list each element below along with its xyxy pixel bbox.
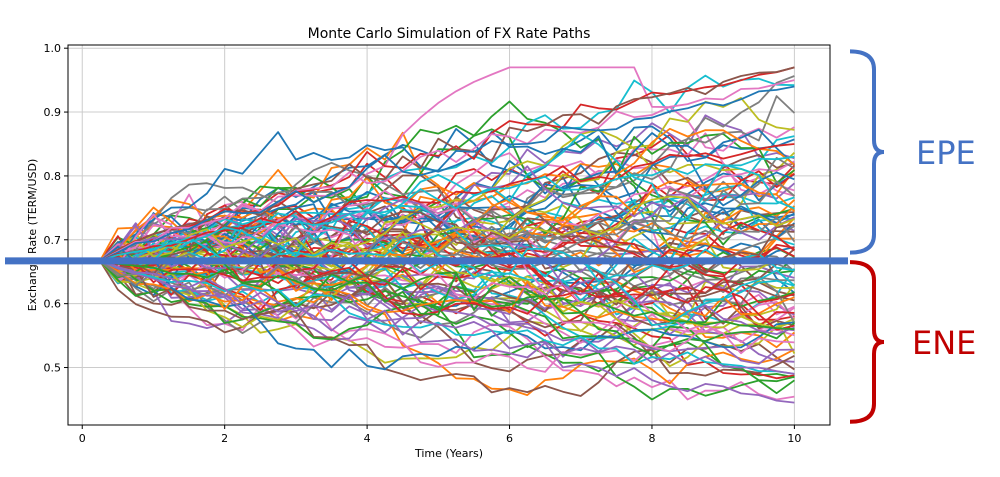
epe-brace [849,49,885,255]
simulation-path [99,247,795,365]
y-tick-label: 0.7 [44,234,62,247]
simulation-path [99,247,795,401]
simulation-path [99,216,796,296]
simulation-path [99,157,795,265]
plot-frame [67,44,831,426]
x-tick-label: 10 [787,432,801,445]
simulation-path [99,133,795,265]
y-tick-label: 0.6 [44,298,62,311]
simulation-path [99,165,795,270]
simulation-path [99,189,795,337]
simulation-path [99,260,795,383]
x-tick-label: 4 [364,432,371,445]
simulation-path [99,128,796,262]
y-tick-label: 0.8 [44,170,62,183]
y-tick-label: 1.0 [44,42,62,55]
x-tick-label: 6 [506,432,513,445]
x-tick-label: 2 [221,432,228,445]
simulation-path [99,260,795,404]
simulation-paths [99,66,796,404]
x-axis-label: Time (Years) [414,447,483,460]
simulation-path [99,85,795,262]
x-axis-ticks: 0 2 4 6 8 10 [79,425,801,445]
y-tick-label: 0.9 [44,106,62,119]
simulation-path [99,260,795,375]
simulation-path [99,247,795,331]
y-tick-label: 0.5 [44,362,62,375]
simulation-path [99,252,795,323]
simulation-path [99,260,795,331]
y-axis-ticks: 0.5 0.6 0.7 0.8 0.9 1.0 [44,42,68,375]
ene-brace [849,260,885,424]
y-axis-label: Exchange Rate (TERM/USD) [26,159,39,312]
epe-label: EPE [916,134,976,172]
ene-label: ENE [912,324,976,362]
simulation-path [99,195,795,262]
x-tick-label: 8 [648,432,655,445]
simulation-path [99,155,795,262]
simulation-path [99,260,795,375]
simulation-path [99,240,795,356]
simulation-path [99,79,795,262]
chart-title: Monte Carlo Simulation of FX Rate Paths [308,26,591,42]
simulation-path [99,180,796,302]
simulation-path [99,245,795,371]
simulation-path [99,66,795,262]
simulation-path [99,260,795,363]
x-tick-label: 0 [79,432,86,445]
simulation-path [99,95,796,266]
simulation-path [99,260,795,397]
